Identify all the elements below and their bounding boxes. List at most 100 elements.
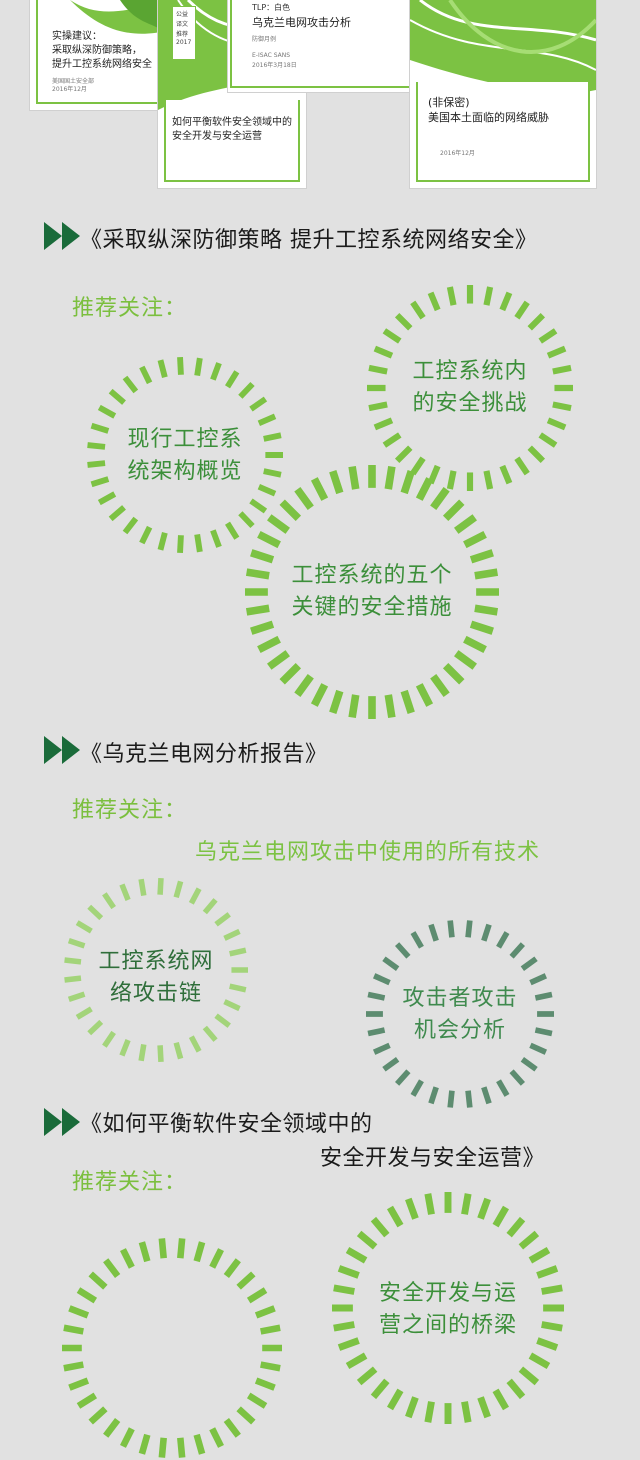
ring-dash bbox=[254, 1305, 276, 1319]
ring-dash bbox=[63, 1361, 84, 1372]
ring-dash bbox=[214, 912, 231, 927]
ring-dash bbox=[370, 1378, 390, 1400]
ring-dash bbox=[267, 514, 290, 534]
ring-dash bbox=[194, 357, 203, 377]
ring-dash bbox=[345, 1352, 368, 1370]
ring-dash bbox=[267, 650, 290, 670]
ring-dash bbox=[529, 1042, 548, 1055]
ring-dash bbox=[410, 456, 426, 476]
ring-dash bbox=[356, 1366, 378, 1386]
ring-dash bbox=[506, 1378, 526, 1400]
cover3-meta1: E-ISAC SANS bbox=[252, 52, 291, 59]
ring-dash bbox=[263, 432, 282, 442]
ring-dash bbox=[246, 1287, 268, 1304]
section3-title-line1: 《如何平衡软件安全领域中的 bbox=[80, 1112, 373, 1137]
ring-dash bbox=[534, 1027, 553, 1037]
ring-dash bbox=[245, 604, 270, 616]
ring-dash bbox=[329, 689, 344, 714]
cover4-line1: (非保密) bbox=[428, 96, 470, 109]
ring-dash bbox=[76, 1287, 98, 1304]
ring-dash bbox=[87, 460, 106, 468]
ring-dash bbox=[329, 470, 344, 495]
ring-dash bbox=[202, 898, 218, 915]
ring-dash bbox=[67, 938, 86, 949]
ring-dash bbox=[119, 1039, 131, 1057]
ring-dash bbox=[236, 1271, 256, 1290]
dashed-circle bbox=[87, 356, 283, 554]
ring-dash bbox=[188, 1035, 202, 1053]
ring-dash bbox=[225, 370, 240, 389]
ring-dash bbox=[400, 470, 415, 495]
report-cover-defense-in-depth: 实操建议： 采取纵深防御策略， 提升工控系统网络安全 美国国土安全部 2016年… bbox=[30, 0, 170, 110]
circle-attacker-opportunity: 攻击者攻击 机会分析 bbox=[402, 986, 518, 1043]
ring-dash bbox=[442, 499, 465, 522]
ring-dash bbox=[395, 1069, 411, 1086]
ring-dash bbox=[410, 300, 426, 320]
ring-dash bbox=[477, 1396, 491, 1419]
ring-dash bbox=[527, 445, 546, 464]
ring-dash bbox=[223, 928, 241, 941]
ring-dash bbox=[193, 1433, 206, 1455]
ring-dash bbox=[257, 483, 277, 497]
ring-dash bbox=[463, 530, 487, 549]
play-double-icon bbox=[44, 222, 80, 250]
ring-dash bbox=[529, 973, 548, 986]
ring-dash bbox=[250, 549, 275, 564]
ring-dash bbox=[370, 1216, 390, 1238]
ring-dash bbox=[68, 1305, 90, 1319]
dashed-circle bbox=[245, 465, 499, 719]
ring-dash bbox=[405, 1197, 419, 1220]
ring-dash bbox=[463, 635, 487, 654]
ring-dash bbox=[447, 920, 455, 938]
ring-dash bbox=[528, 1352, 551, 1370]
ring-dash bbox=[509, 1069, 525, 1086]
cover4-meta: 2016年12月 bbox=[440, 150, 475, 157]
ring-dash bbox=[415, 683, 434, 707]
ring-dash bbox=[345, 1246, 368, 1264]
cover2-badge: 公益 译文 推荐 2017 bbox=[172, 6, 196, 60]
ring-dash bbox=[499, 464, 513, 485]
ring-dash bbox=[214, 1013, 231, 1028]
ring-dash bbox=[138, 1043, 147, 1062]
ring-dash bbox=[310, 477, 329, 501]
ring-dash bbox=[372, 973, 391, 986]
ring-dash bbox=[514, 456, 530, 476]
circle-ics-security-challenges: 工控系统内 的安全挑战 bbox=[412, 359, 528, 416]
cover1-meta1: 美国国土安全部 bbox=[52, 78, 95, 85]
ring-dash bbox=[483, 286, 494, 306]
ring-dash bbox=[63, 1324, 84, 1335]
ring-dash bbox=[260, 1361, 281, 1372]
ring-dash bbox=[520, 1057, 538, 1072]
ring-dash bbox=[541, 1284, 563, 1295]
ring-dash bbox=[87, 904, 104, 921]
ring-dash bbox=[461, 1401, 472, 1423]
ring-dash bbox=[173, 1041, 184, 1060]
ring-dash bbox=[263, 468, 282, 478]
ring-dash bbox=[138, 1433, 151, 1455]
ring-dash bbox=[97, 491, 117, 506]
ring-dash bbox=[122, 516, 139, 535]
cover-green-swoosh bbox=[70, 0, 170, 40]
ring-dash bbox=[446, 470, 457, 490]
ring-dash bbox=[90, 476, 110, 488]
cover4-line2: 美国本土面临的网络威胁 bbox=[428, 111, 549, 124]
ring-dash bbox=[424, 1401, 435, 1423]
ring-dash bbox=[546, 417, 567, 431]
ring-dash bbox=[229, 947, 247, 957]
section2-recommend-label: 推荐关注： bbox=[72, 798, 188, 823]
ring-dash bbox=[405, 1396, 419, 1419]
ring-dash bbox=[469, 620, 494, 635]
ring-dash bbox=[119, 883, 131, 901]
section2-title: 《乌克兰电网分析报告》 bbox=[80, 742, 328, 767]
ring-dash bbox=[209, 1427, 224, 1448]
cover3-sub: 防御月例 bbox=[252, 36, 277, 43]
ring-dash bbox=[229, 983, 247, 993]
ring-dash bbox=[446, 286, 457, 306]
ring-dash bbox=[225, 521, 240, 540]
ring-dash bbox=[367, 991, 386, 1001]
ring-dash bbox=[157, 1045, 164, 1063]
ring-dash bbox=[108, 388, 126, 405]
ring-dash bbox=[202, 1025, 218, 1042]
ring-dash bbox=[158, 1238, 167, 1259]
ring-dash bbox=[386, 1205, 404, 1228]
